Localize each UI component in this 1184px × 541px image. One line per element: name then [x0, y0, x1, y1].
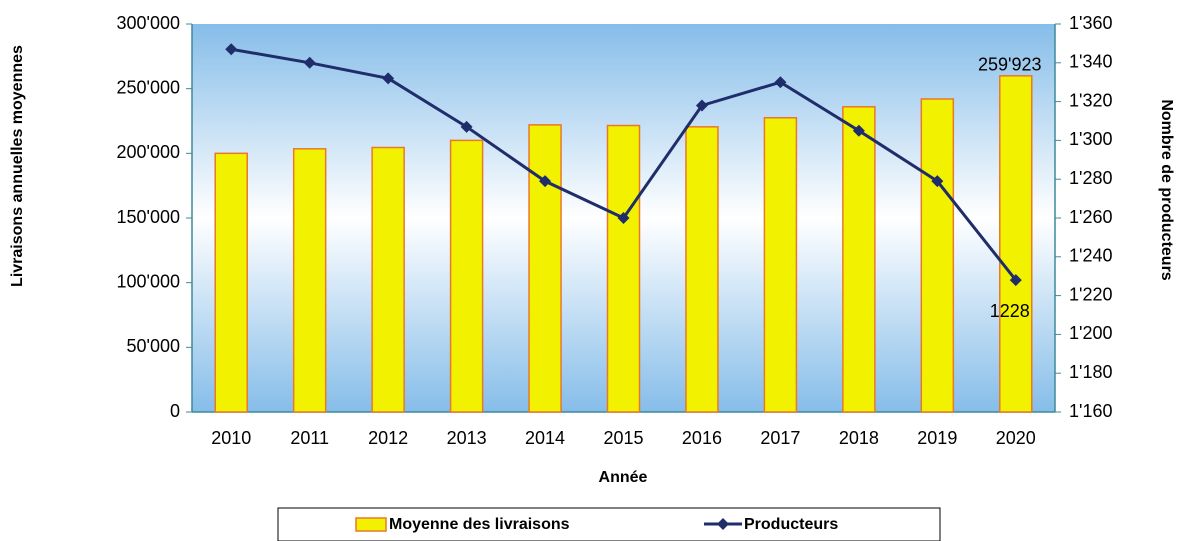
y-tick-label: 300'000 — [116, 13, 180, 33]
y2-tick-label: 1'220 — [1069, 284, 1112, 304]
x-tick-label: 2017 — [760, 428, 800, 448]
bar — [371, 146, 405, 413]
bar — [606, 124, 641, 413]
x-tick-label: 2010 — [211, 428, 251, 448]
y2-tick-label: 1'200 — [1069, 323, 1112, 343]
y2-tick-label: 1'340 — [1069, 52, 1112, 72]
legend-marker — [717, 518, 729, 530]
bar — [999, 75, 1033, 413]
bar — [292, 148, 327, 413]
marker — [225, 43, 238, 56]
marker — [852, 124, 865, 137]
y2-tick-label: 1'360 — [1069, 13, 1112, 33]
y-axis-label: Livraisons annuelles moyennes — [9, 45, 26, 287]
data-label: 259'923 — [978, 55, 1042, 75]
y-tick-label: 0 — [170, 401, 180, 421]
x-tick-label: 2019 — [917, 428, 957, 448]
y-tick-label: 200'000 — [116, 142, 180, 162]
y2-tick-label: 1'160 — [1069, 401, 1112, 421]
y-tick-label: 100'000 — [116, 271, 180, 291]
x-tick-label: 2011 — [290, 428, 329, 448]
bar — [920, 98, 955, 413]
marker — [1009, 274, 1022, 287]
x-tick-label: 2015 — [603, 428, 643, 448]
y-tick-label: 250'000 — [116, 77, 180, 97]
x-tick-label: 2012 — [368, 428, 408, 448]
marker — [460, 120, 473, 133]
y2-tick-label: 1'240 — [1069, 246, 1112, 266]
legend-swatch — [355, 517, 387, 532]
x-tick-label: 2014 — [525, 428, 565, 448]
data-label: 1228 — [990, 301, 1030, 321]
x-tick-label: 2016 — [682, 428, 722, 448]
marker — [617, 212, 630, 224]
marker — [303, 56, 316, 69]
y2-tick-label: 1'260 — [1069, 207, 1112, 227]
x-tick-label: 2018 — [839, 428, 879, 448]
bar — [685, 126, 719, 413]
legend-label: Moyenne des livraisons — [389, 516, 570, 533]
y2-tick-label: 1'300 — [1069, 129, 1112, 149]
y2-tick-label: 1'180 — [1069, 362, 1112, 382]
bar — [214, 152, 248, 413]
marker — [539, 175, 552, 188]
bar — [763, 117, 798, 413]
bar — [842, 106, 876, 413]
marker — [774, 76, 787, 89]
marker — [695, 99, 708, 112]
x-tick-label: 2020 — [996, 428, 1036, 448]
marker — [382, 72, 395, 85]
marker — [931, 175, 944, 188]
bar — [528, 124, 562, 413]
x-axis-label: Année — [599, 469, 648, 486]
y2-tick-label: 1'320 — [1069, 90, 1112, 110]
y-tick-label: 150'000 — [116, 207, 180, 227]
legend-label: Producteurs — [744, 516, 838, 533]
y2-axis-label: Nombre de producteurs — [1158, 99, 1175, 280]
bar — [449, 139, 484, 413]
x-tick-label: 2013 — [447, 428, 487, 448]
legend — [277, 507, 941, 541]
y-tick-label: 50'000 — [127, 336, 181, 356]
y2-tick-label: 1'280 — [1069, 168, 1112, 188]
